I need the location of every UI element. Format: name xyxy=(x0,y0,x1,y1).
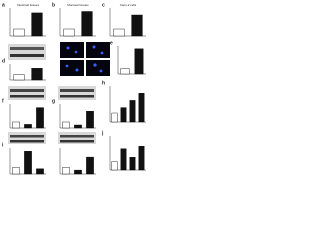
bar xyxy=(113,28,125,37)
bar xyxy=(131,14,143,37)
bar xyxy=(74,169,82,175)
bar xyxy=(86,110,94,129)
blot-middle xyxy=(58,132,96,144)
panel-letter: f xyxy=(2,98,4,104)
bar xyxy=(138,145,145,171)
bar xyxy=(120,68,130,75)
figure: a Intestinal tissues b Mucosal tissues c Caco… xyxy=(2,2,146,175)
bar xyxy=(111,161,118,171)
bar xyxy=(81,11,93,37)
bar xyxy=(120,107,127,123)
bar xyxy=(74,124,82,129)
bar xyxy=(36,168,44,175)
bar xyxy=(12,121,20,129)
bar xyxy=(129,100,136,123)
fluorescence-images xyxy=(60,42,110,76)
bar xyxy=(24,124,32,129)
panel-title: Caco-2 cells xyxy=(120,3,137,7)
bar xyxy=(120,148,127,171)
bar xyxy=(31,68,43,81)
bar xyxy=(62,121,70,129)
bar xyxy=(13,74,25,81)
panel-letter: i xyxy=(2,142,4,148)
bar xyxy=(134,48,144,75)
panel-letter: g xyxy=(52,98,55,104)
panel-letter: e xyxy=(110,40,113,46)
bar xyxy=(31,12,43,37)
blot-f xyxy=(8,86,46,100)
bar xyxy=(138,92,145,123)
blot-g xyxy=(58,86,96,100)
panel-letter: d xyxy=(2,58,5,64)
bar xyxy=(24,151,32,175)
bar xyxy=(129,157,136,171)
bar xyxy=(111,112,118,123)
bar xyxy=(63,28,75,37)
panel-letter: c xyxy=(102,2,105,8)
bar xyxy=(13,28,25,37)
panel-letter: j xyxy=(101,130,104,136)
panel-letter: a xyxy=(2,2,5,8)
blot-i xyxy=(8,132,46,144)
bar xyxy=(62,167,70,175)
bar xyxy=(12,167,20,175)
panel-title: Mucosal tissues xyxy=(67,3,89,7)
panel-letter: h xyxy=(102,80,105,86)
panel-title: Intestinal tissues xyxy=(17,3,40,7)
bar xyxy=(36,107,44,129)
panel-letter: b xyxy=(52,2,55,8)
bar xyxy=(86,156,94,175)
blot-d xyxy=(8,44,46,60)
